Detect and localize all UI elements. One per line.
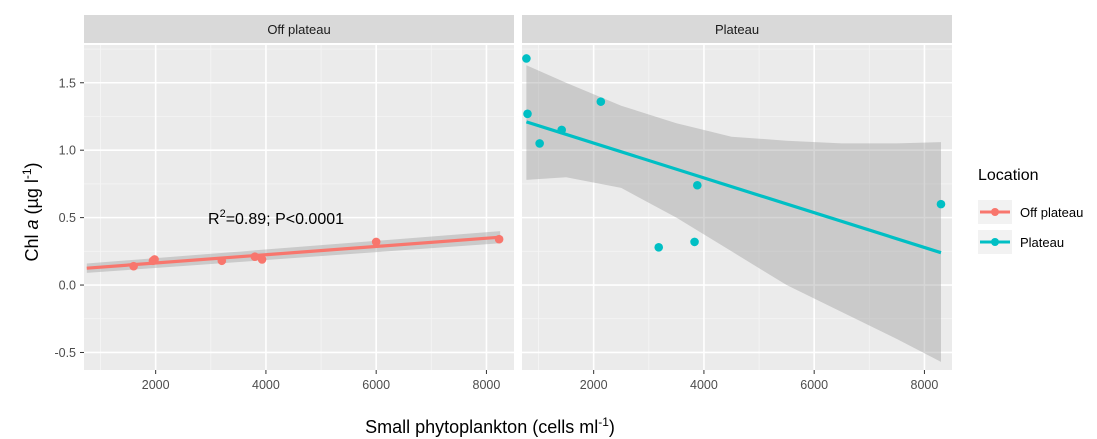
y-tick-label: 1.0 (59, 144, 76, 158)
x-tick-label: 4000 (690, 378, 718, 392)
data-point (257, 255, 267, 264)
data-point (217, 256, 227, 266)
grid-off-plateau (84, 45, 514, 370)
data-point (535, 139, 544, 148)
x-tick-label: 8000 (911, 378, 939, 392)
regression-line (525, 120, 942, 255)
panel-off-plateau: Off plateau R2=0.89; P<0.0001 (84, 15, 514, 370)
grid-plateau (522, 45, 952, 370)
x-tick-label: 6000 (362, 378, 390, 392)
strip-off-plateau-bg (84, 15, 514, 43)
data-point (557, 125, 566, 135)
data-point (690, 237, 699, 247)
data-point (250, 252, 260, 262)
y-axis: -0.5 0.0 0.5 1.0 1.5 (54, 76, 84, 360)
data-point (371, 237, 381, 247)
y-tick-label: 0.0 (59, 279, 76, 293)
x-tick-label: 8000 (473, 378, 501, 392)
legend-label-plateau: Plateau (1020, 235, 1064, 250)
fit-line-plateau (525, 120, 942, 255)
data-point (654, 242, 664, 252)
x-tick-label: 2000 (142, 378, 170, 392)
data-point (596, 97, 606, 106)
data-point (150, 255, 159, 264)
confidence-band (526, 65, 941, 362)
ribbon-plateau (526, 65, 941, 362)
data-point (494, 234, 504, 244)
legend-key-plateau (978, 230, 1012, 254)
x-axis-plateau: 2000 4000 6000 8000 (580, 370, 939, 392)
strip-plateau-bg (522, 15, 952, 43)
points-off-plateau (129, 234, 504, 271)
legend-title: Location (978, 167, 1039, 184)
legend-key-off-plateau (978, 200, 1012, 224)
panel-plateau: Plateau (522, 15, 952, 370)
strip-off-plateau-label: Off plateau (267, 22, 330, 37)
x-tick-label: 2000 (580, 378, 608, 392)
points-plateau (522, 54, 946, 252)
legend: Location Off plateau Plateau (978, 167, 1083, 254)
y-tick-label: -0.5 (54, 346, 76, 360)
panel-off-plateau-bg (84, 45, 514, 370)
data-point (129, 261, 138, 271)
strip-plateau-label: Plateau (715, 22, 759, 37)
legend-label-off-plateau: Off plateau (1020, 205, 1083, 220)
data-point (522, 54, 531, 63)
r-squared-annotation: R2=0.89; P<0.0001 (208, 208, 344, 228)
y-tick-label: 0.5 (59, 211, 76, 225)
data-point (523, 109, 532, 119)
x-tick-label: 6000 (800, 378, 828, 392)
data-point (693, 180, 702, 190)
y-axis-title: Chl a (µg l-1) (20, 162, 42, 261)
x-tick-label: 4000 (252, 378, 280, 392)
data-point (936, 199, 946, 209)
x-axis-title: Small phytoplankton (cells ml-1) (365, 415, 615, 437)
x-axis-off-plateau: 2000 4000 6000 8000 (142, 370, 501, 392)
y-tick-label: 1.5 (59, 76, 76, 90)
